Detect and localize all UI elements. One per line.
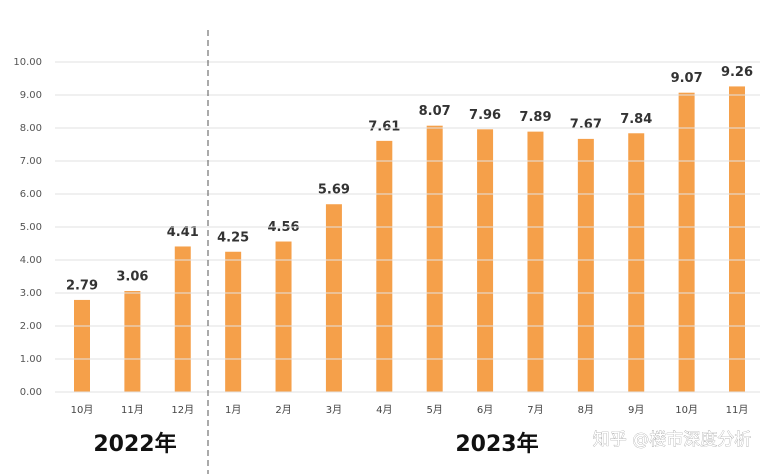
y-tick-label: 4.00	[20, 255, 42, 266]
watermark: 知乎 @楼市深度分析	[593, 430, 751, 450]
x-tick-label: 11月	[726, 404, 749, 416]
value-label: 4.41	[167, 225, 199, 240]
bar	[729, 86, 745, 393]
bar	[527, 131, 544, 392]
bar	[74, 299, 90, 392]
x-tick-label: 6月	[477, 404, 493, 416]
value-label: 2.79	[66, 278, 98, 293]
x-tick-label: 7月	[527, 404, 543, 416]
x-tick-label: 3月	[326, 404, 342, 416]
y-tick-label: 0.00	[20, 387, 42, 398]
bar	[225, 251, 242, 392]
x-tick-label: 5月	[427, 404, 443, 416]
value-label: 5.69	[318, 183, 350, 198]
x-tick-label: 1月	[225, 404, 241, 416]
y-tick-label: 7.00	[20, 156, 42, 167]
value-label: 7.89	[519, 110, 551, 125]
y-tick-label: 5.00	[20, 222, 42, 233]
value-label: 7.84	[620, 112, 652, 127]
y-tick-label: 9.00	[20, 90, 42, 101]
x-tick-label: 4月	[376, 404, 392, 416]
x-tick-label: 12月	[171, 404, 194, 416]
x-tick-label: 9月	[628, 404, 644, 416]
bar	[124, 291, 141, 392]
x-tick-label: 2月	[275, 404, 291, 416]
bar	[628, 133, 645, 392]
bar	[426, 125, 443, 392]
y-tick-label: 1.00	[20, 354, 42, 365]
value-label: 4.56	[267, 220, 299, 235]
bar	[678, 92, 695, 392]
bar	[376, 140, 393, 392]
value-label: 7.96	[469, 108, 501, 123]
bar	[577, 138, 594, 392]
year-label: 2023年	[455, 431, 538, 457]
x-tick-label: 10月	[675, 404, 698, 416]
x-tick-label: 11月	[121, 404, 144, 416]
value-label: 9.07	[671, 71, 703, 86]
y-tick-label: 3.00	[20, 288, 42, 299]
value-label: 7.67	[570, 117, 602, 132]
y-tick-label: 6.00	[20, 189, 42, 200]
bar	[275, 241, 292, 392]
value-label: 3.06	[116, 270, 148, 285]
bar	[325, 204, 342, 392]
y-tick-label: 8.00	[20, 123, 42, 134]
value-label: 9.26	[721, 65, 753, 80]
y-tick-label: 2.00	[20, 321, 42, 332]
year-label: 2022年	[93, 431, 176, 457]
bar	[174, 246, 191, 392]
value-label: 4.25	[217, 230, 249, 245]
x-tick-label: 10月	[71, 404, 94, 416]
y-tick-label: 10.00	[13, 57, 42, 68]
value-label: 8.07	[419, 104, 451, 119]
bar	[477, 129, 494, 392]
x-tick-label: 8月	[578, 404, 594, 416]
value-label: 7.61	[368, 119, 400, 134]
